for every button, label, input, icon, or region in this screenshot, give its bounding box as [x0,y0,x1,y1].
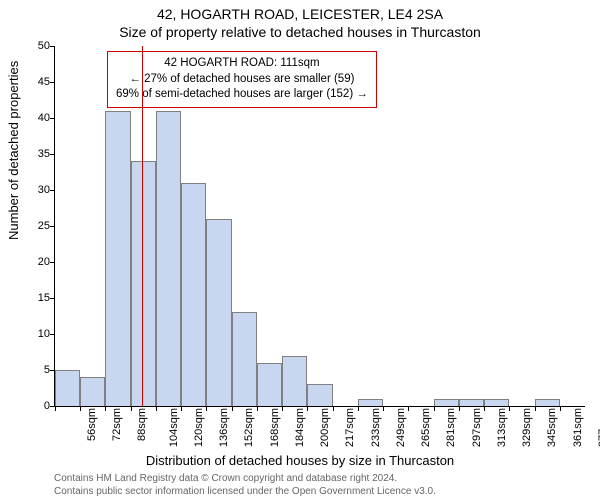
x-tick-label: 233sqm [370,408,382,447]
y-tick-mark [50,262,55,263]
y-tick-label: 20 [26,256,50,268]
x-tick-label: 345sqm [546,408,558,447]
y-tick-label: 5 [26,364,50,376]
histogram-bar [459,399,484,406]
x-tick-mark [105,406,106,411]
y-tick-label: 25 [26,220,50,232]
y-tick-label: 45 [26,76,50,88]
histogram-bar [484,399,509,406]
histogram-bar [80,377,105,406]
annotation-line-3: 69% of semi-detached houses are larger (… [116,87,368,103]
x-tick-mark [282,406,283,411]
x-tick-label: 184sqm [294,408,306,447]
y-tick-label: 15 [26,292,50,304]
x-tick-mark [307,406,308,411]
x-tick-mark [383,406,384,411]
histogram-bar [232,312,257,406]
x-tick-label: 120sqm [193,408,205,447]
chart-container: 42, HOGARTH ROAD, LEICESTER, LE4 2SA Siz… [0,0,600,500]
x-tick-label: 361sqm [572,408,584,447]
histogram-bar [206,219,231,406]
x-tick-label: 329sqm [521,408,533,447]
histogram-bar [535,399,560,406]
histogram-bar [55,370,80,406]
x-tick-mark [560,406,561,411]
y-tick-mark [50,226,55,227]
histogram-bar [105,111,130,406]
histogram-bar [156,111,181,406]
chart-title-sub: Size of property relative to detached ho… [0,24,600,40]
x-tick-mark [434,406,435,411]
x-tick-mark [484,406,485,411]
y-tick-label: 10 [26,328,50,340]
y-tick-mark [50,82,55,83]
y-tick-mark [50,298,55,299]
x-axis-label: Distribution of detached houses by size … [0,453,600,468]
x-tick-label: 168sqm [269,408,281,447]
y-tick-mark [50,46,55,47]
x-tick-label: 265sqm [420,408,432,447]
y-tick-label: 40 [26,112,50,124]
histogram-bar [358,399,383,406]
x-tick-mark [156,406,157,411]
x-tick-label: 200sqm [319,408,331,447]
x-tick-label: 56sqm [86,408,98,441]
histogram-bar [181,183,206,406]
y-tick-mark [50,190,55,191]
x-tick-label: 217sqm [345,408,357,447]
x-tick-mark [509,406,510,411]
x-tick-mark [80,406,81,411]
annotation-line-1: 42 HOGARTH ROAD: 111sqm [116,56,368,72]
y-tick-mark [50,154,55,155]
x-tick-mark [181,406,182,411]
x-tick-mark [131,406,132,411]
property-marker-line [142,46,143,406]
histogram-bar [131,161,156,406]
x-tick-mark [206,406,207,411]
x-tick-label: 152sqm [244,408,256,447]
histogram-bar [282,356,307,406]
histogram-bar [307,384,332,406]
chart-title-main: 42, HOGARTH ROAD, LEICESTER, LE4 2SA [0,6,600,22]
x-tick-label: 136sqm [218,408,230,447]
x-tick-label: 88sqm [137,408,149,441]
y-tick-label: 0 [26,400,50,412]
x-tick-mark [459,406,460,411]
y-tick-mark [50,118,55,119]
footer-text: Contains HM Land Registry data © Crown c… [54,472,436,498]
x-tick-label: 313sqm [496,408,508,447]
x-tick-mark [232,406,233,411]
x-tick-label: 297sqm [471,408,483,447]
histogram-bar [434,399,459,406]
footer-line-2: Contains public sector information licen… [54,485,436,498]
x-tick-mark [333,406,334,411]
x-tick-mark [535,406,536,411]
x-tick-mark [358,406,359,411]
y-tick-label: 30 [26,184,50,196]
x-tick-mark [257,406,258,411]
annotation-line-2: ← 27% of detached houses are smaller (59… [116,72,368,88]
x-tick-mark [55,406,56,411]
x-tick-label: 281sqm [445,408,457,447]
x-tick-label: 249sqm [395,408,407,447]
y-axis-label: Number of detached properties [6,61,21,240]
plot-area: 42 HOGARTH ROAD: 111sqm ← 27% of detache… [54,46,585,407]
y-tick-label: 35 [26,148,50,160]
histogram-bar [257,363,282,406]
y-tick-label: 50 [26,40,50,52]
footer-line-1: Contains HM Land Registry data © Crown c… [54,472,436,485]
x-tick-mark [408,406,409,411]
y-tick-mark [50,334,55,335]
x-tick-label: 72sqm [111,408,123,441]
annotation-box: 42 HOGARTH ROAD: 111sqm ← 27% of detache… [107,51,377,108]
x-tick-label: 104sqm [168,408,180,447]
